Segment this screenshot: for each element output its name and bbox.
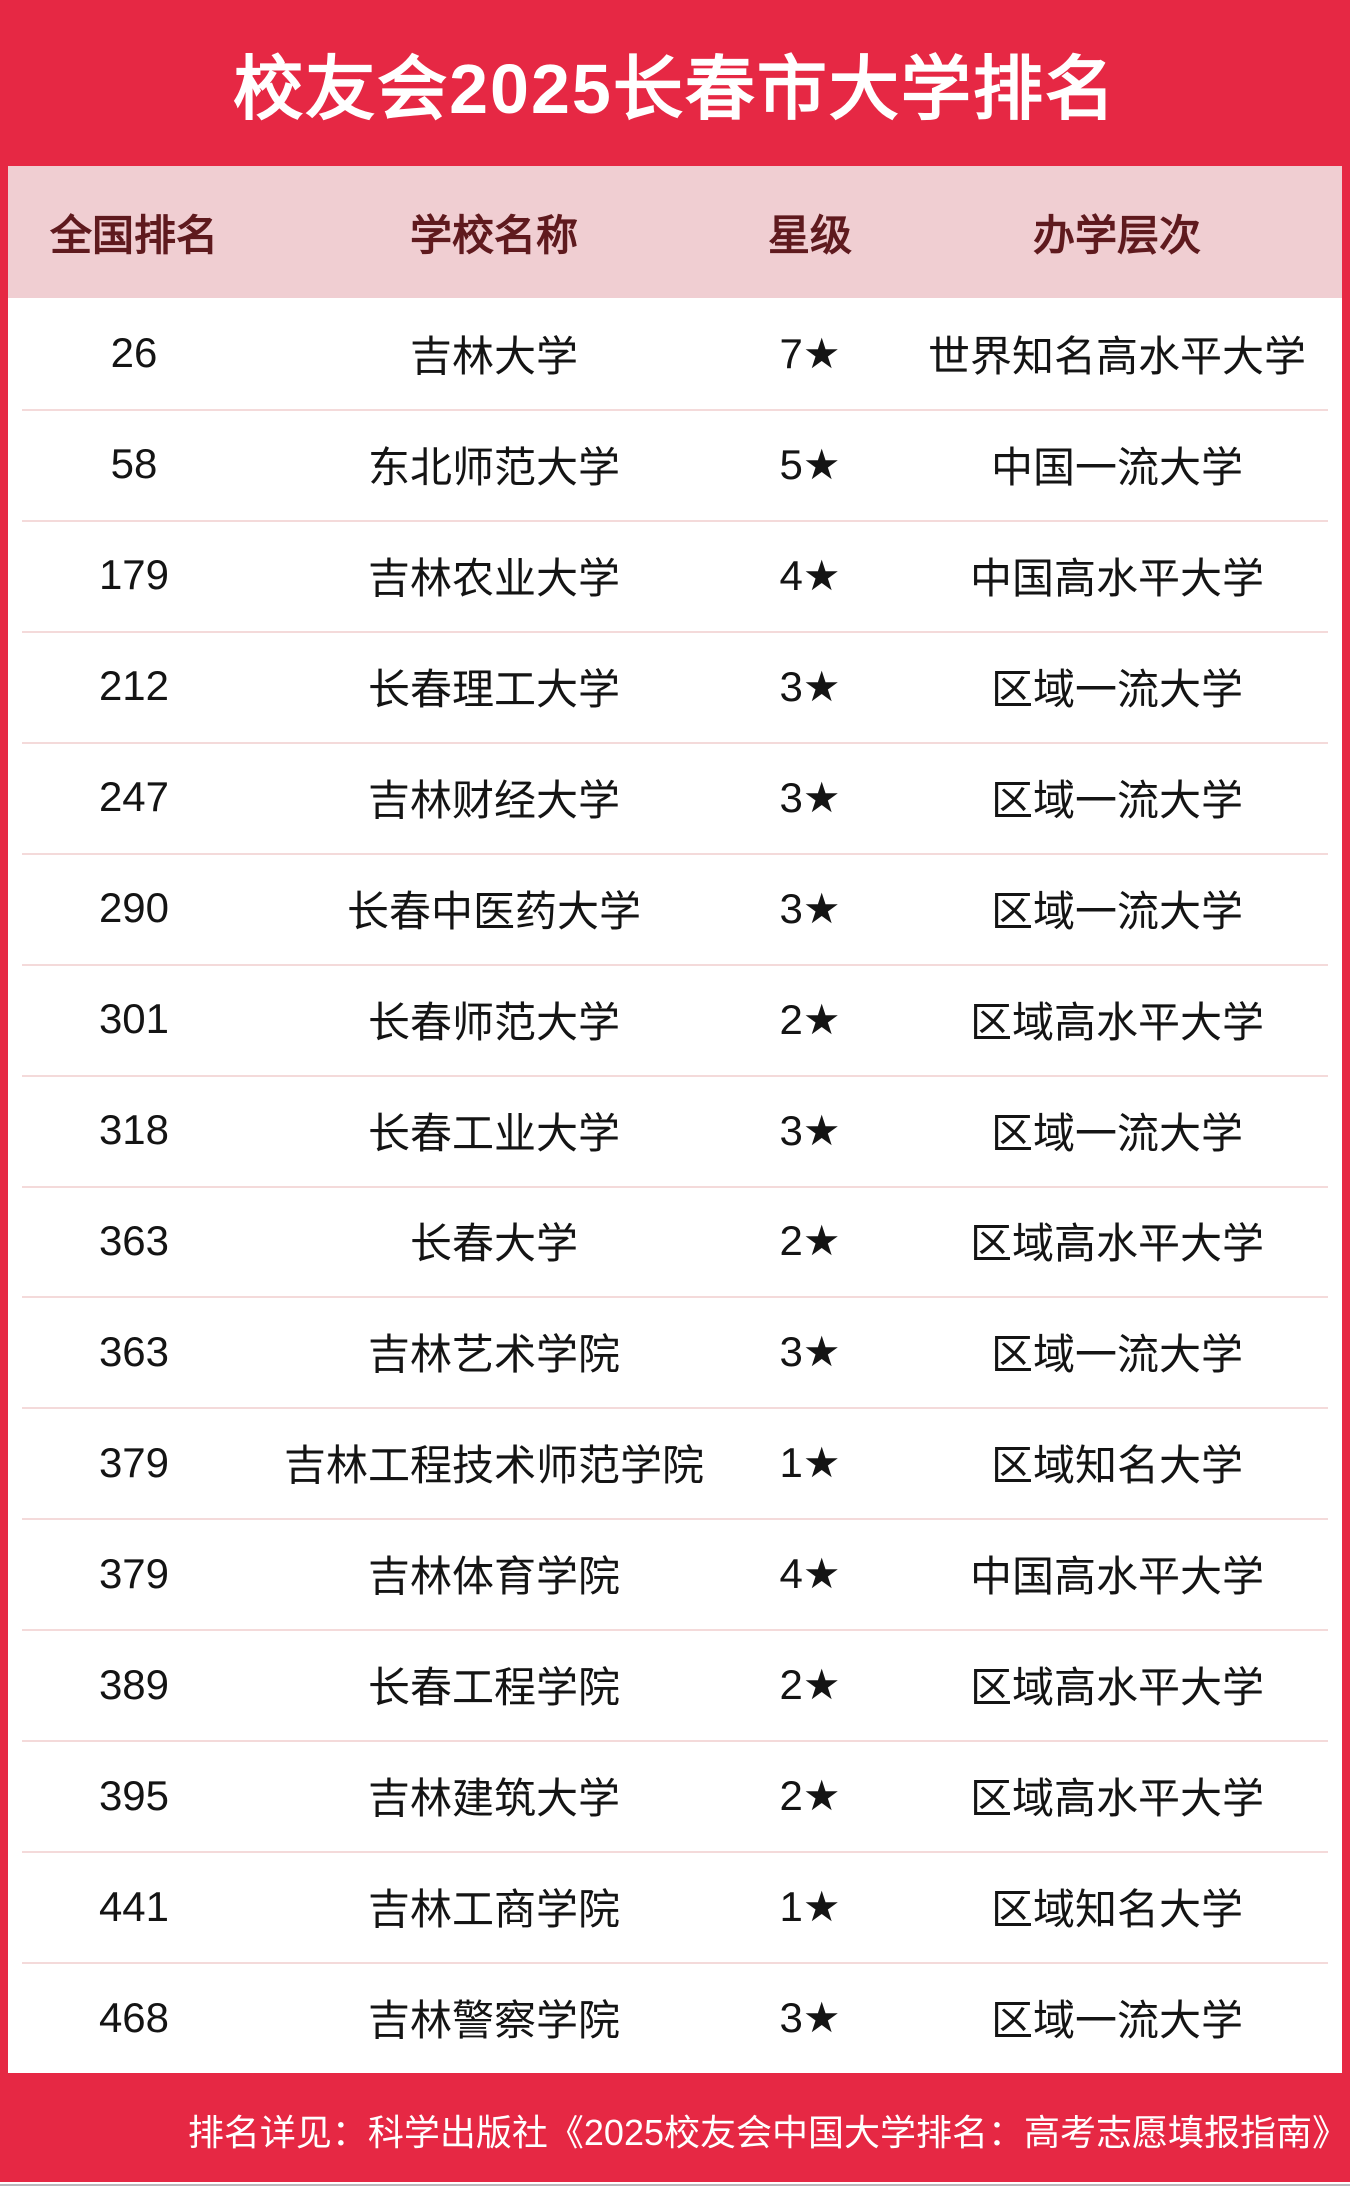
title-bar: 校友会2025长春市大学排名 xyxy=(0,0,1350,166)
school-level-cell: 中国高水平大学 xyxy=(969,1553,1264,1601)
table-row: 363 吉林艺术学院 3★ 区域一流大学 xyxy=(8,1296,1342,1407)
school-name-cell: 吉林艺术学院 xyxy=(367,1331,620,1379)
table-row: 379 吉林工程技术师范学院 1★ 区域知名大学 xyxy=(8,1407,1342,1518)
footer-bar: 排名详见：科学出版社《2025校友会中国大学排名：高考志愿填报指南》 xyxy=(0,2073,1350,2186)
star-rating-cell: 3★ xyxy=(779,1106,841,1154)
header-star-rating: 星级 xyxy=(767,211,852,259)
school-name-cell: 吉林财经大学 xyxy=(367,776,620,824)
table-row: 179 吉林农业大学 4★ 中国高水平大学 xyxy=(8,519,1342,631)
star-rating-cell: 2★ xyxy=(779,995,841,1043)
school-name-cell: 吉林建筑大学 xyxy=(367,1775,620,1823)
star-rating-cell: 3★ xyxy=(779,773,841,821)
table-body: 26 吉林大学 7★ 世界知名高水平大学 58 东北师范大学 5★ 中国一流大学… xyxy=(8,298,1342,2073)
school-name-cell: 长春大学 xyxy=(409,1220,578,1268)
header-school-level: 办学层次 xyxy=(1032,211,1201,259)
rank-cell: 363 xyxy=(98,1327,170,1375)
star-rating-cell: 1★ xyxy=(779,1439,841,1487)
rank-cell: 468 xyxy=(98,1993,170,2041)
school-level-cell: 区域一流大学 xyxy=(990,1109,1243,1157)
rank-cell: 395 xyxy=(98,1771,170,1819)
rank-cell: 389 xyxy=(98,1660,170,1708)
rank-cell: 247 xyxy=(98,773,170,821)
school-level-cell: 区域一流大学 xyxy=(990,665,1243,713)
table-row: 58 东北师范大学 5★ 中国一流大学 xyxy=(8,408,1342,520)
rank-cell: 318 xyxy=(98,1106,170,1154)
rank-cell: 379 xyxy=(98,1549,170,1597)
school-name-cell: 东北师范大学 xyxy=(367,443,620,491)
school-level-cell: 中国高水平大学 xyxy=(969,554,1264,602)
school-level-cell: 区域高水平大学 xyxy=(969,1775,1264,1823)
school-level-cell: 区域一流大学 xyxy=(990,776,1243,824)
header-national-rank: 全国排名 xyxy=(49,211,218,259)
school-name-cell: 长春工程学院 xyxy=(367,1664,620,1712)
table-row: 395 吉林建筑大学 2★ 区域高水平大学 xyxy=(8,1740,1342,1851)
star-rating-cell: 3★ xyxy=(779,1994,841,2042)
star-rating-cell: 4★ xyxy=(779,551,841,599)
school-name-cell: 长春师范大学 xyxy=(367,998,620,1046)
school-level-cell: 区域高水平大学 xyxy=(969,1664,1264,1712)
school-level-cell: 世界知名高水平大学 xyxy=(927,332,1306,380)
school-level-cell: 区域高水平大学 xyxy=(969,1220,1264,1268)
table-row: 389 长春工程学院 2★ 区域高水平大学 xyxy=(8,1629,1342,1740)
table-header-row: 全国排名 学校名称 星级 办学层次 xyxy=(8,166,1342,298)
school-level-cell: 区域一流大学 xyxy=(990,1331,1243,1379)
school-name-cell: 吉林警察学院 xyxy=(367,1997,620,2045)
school-name-cell: 吉林工商学院 xyxy=(367,1886,620,1934)
school-name-cell: 长春工业大学 xyxy=(367,1109,620,1157)
rank-cell: 179 xyxy=(98,551,170,599)
bottom-edge-strip xyxy=(0,2182,1350,2186)
rank-cell: 441 xyxy=(98,1882,170,1930)
rank-cell: 379 xyxy=(98,1438,170,1486)
table-row: 468 吉林警察学院 3★ 区域一流大学 xyxy=(8,1962,1342,2073)
table-row: 290 长春中医药大学 3★ 区域一流大学 xyxy=(8,852,1342,964)
star-rating-cell: 3★ xyxy=(779,1328,841,1376)
ranking-table: 全国排名 学校名称 星级 办学层次 26 吉林大学 7★ 世界知名高水平大学 5… xyxy=(8,166,1342,2073)
rank-cell: 363 xyxy=(98,1216,170,1264)
table-row: 26 吉林大学 7★ 世界知名高水平大学 xyxy=(8,298,1342,409)
star-rating-cell: 3★ xyxy=(779,662,841,710)
star-rating-cell: 5★ xyxy=(779,440,841,488)
footer-note: 排名详见：科学出版社《2025校友会中国大学排名：高考志愿填报指南》 xyxy=(187,2111,1348,2153)
table-row: 247 吉林财经大学 3★ 区域一流大学 xyxy=(8,741,1342,853)
star-rating-cell: 2★ xyxy=(779,1661,841,1709)
rank-cell: 290 xyxy=(98,884,170,932)
school-name-cell: 长春理工大学 xyxy=(367,665,620,713)
star-rating-cell: 3★ xyxy=(779,884,841,932)
school-name-cell: 吉林工程技术师范学院 xyxy=(283,1442,704,1490)
school-level-cell: 区域知名大学 xyxy=(990,1886,1243,1934)
table-row: 379 吉林体育学院 4★ 中国高水平大学 xyxy=(8,1518,1342,1629)
school-level-cell: 区域一流大学 xyxy=(990,1997,1243,2045)
table-row: 212 长春理工大学 3★ 区域一流大学 xyxy=(8,630,1342,742)
school-name-cell: 长春中医药大学 xyxy=(346,887,641,935)
star-rating-cell: 1★ xyxy=(779,1883,841,1931)
rank-cell: 301 xyxy=(98,995,170,1043)
table-row: 318 长春工业大学 3★ 区域一流大学 xyxy=(8,1074,1342,1186)
star-rating-cell: 7★ xyxy=(779,329,841,377)
school-name-cell: 吉林农业大学 xyxy=(367,554,620,602)
page-title: 校友会2025长春市大学排名 xyxy=(233,49,1117,128)
star-rating-cell: 2★ xyxy=(779,1772,841,1820)
school-level-cell: 区域高水平大学 xyxy=(969,998,1264,1046)
school-level-cell: 区域知名大学 xyxy=(990,1442,1243,1490)
table-row: 441 吉林工商学院 1★ 区域知名大学 xyxy=(8,1851,1342,1962)
table-row: 363 长春大学 2★ 区域高水平大学 xyxy=(8,1185,1342,1297)
table-row: 301 长春师范大学 2★ 区域高水平大学 xyxy=(8,963,1342,1075)
star-rating-cell: 2★ xyxy=(779,1217,841,1265)
rank-cell: 212 xyxy=(98,662,170,710)
school-name-cell: 吉林体育学院 xyxy=(367,1553,620,1601)
school-level-cell: 区域一流大学 xyxy=(990,887,1243,935)
school-level-cell: 中国一流大学 xyxy=(990,443,1243,491)
rank-cell: 58 xyxy=(110,440,158,488)
rank-cell: 26 xyxy=(110,329,158,377)
star-rating-cell: 4★ xyxy=(779,1550,841,1598)
header-school-name: 学校名称 xyxy=(409,211,578,259)
school-name-cell: 吉林大学 xyxy=(409,332,578,380)
